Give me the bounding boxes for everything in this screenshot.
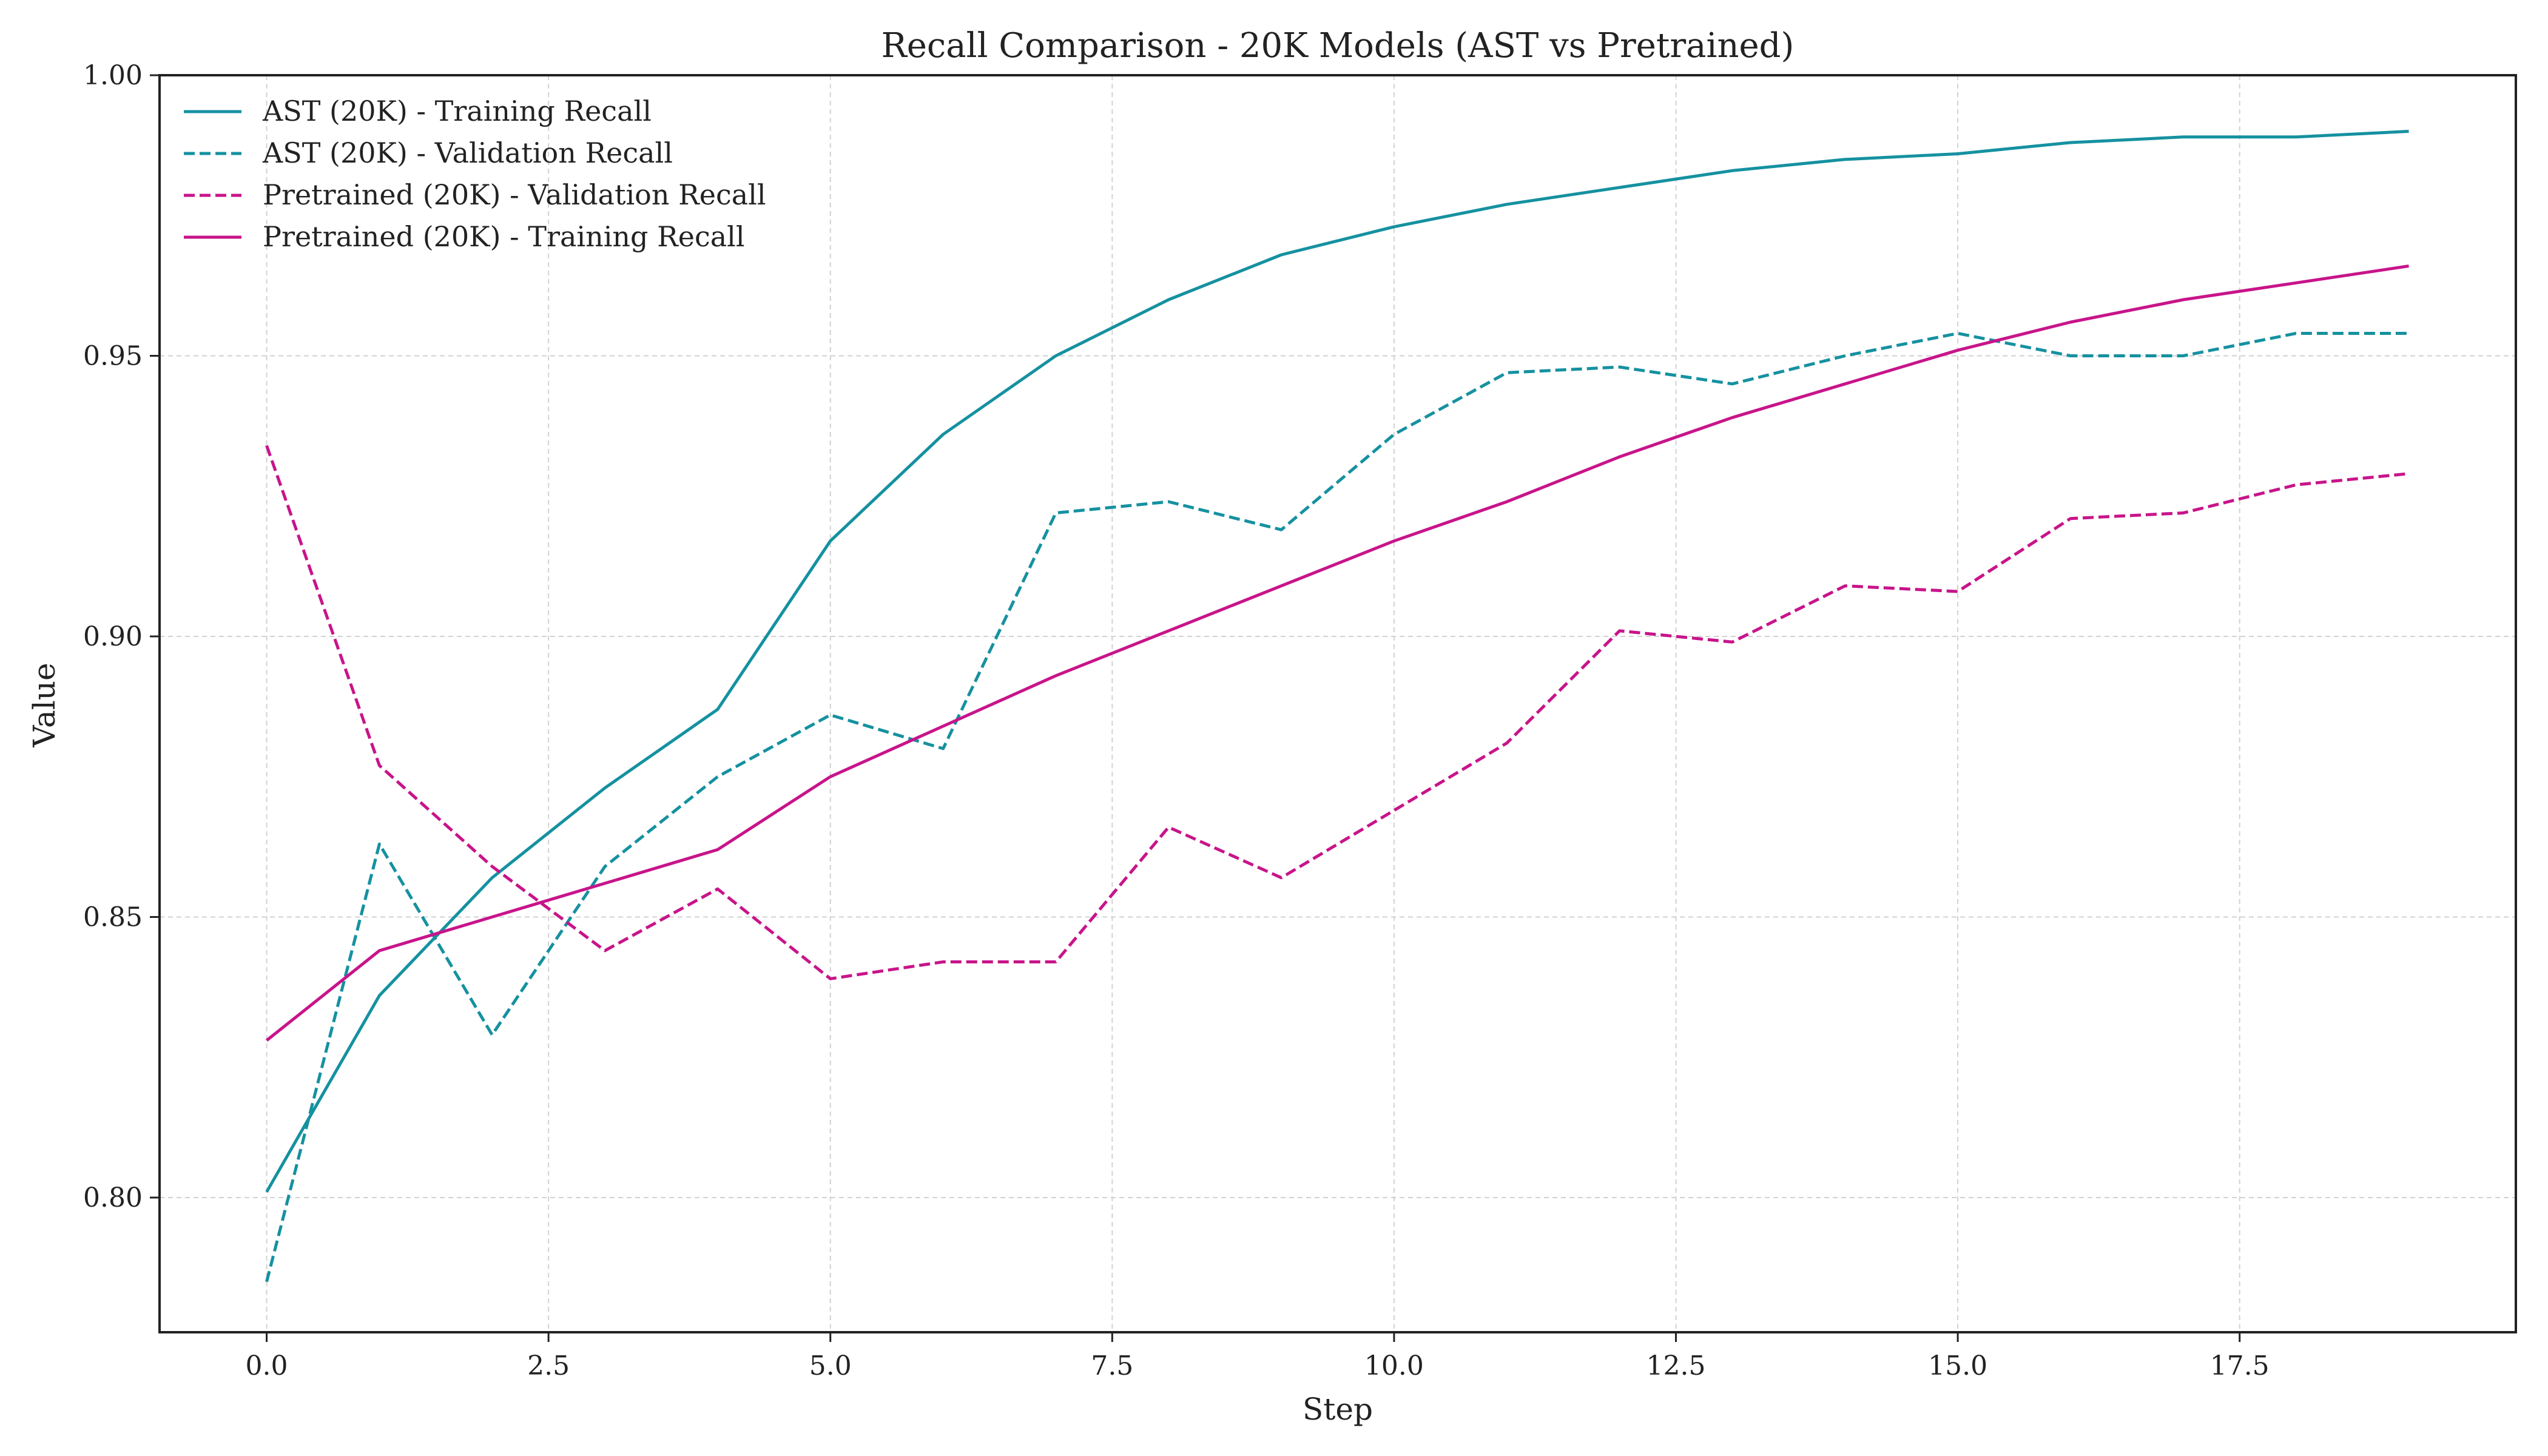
y-tick-label: 0.80 <box>83 1182 143 1213</box>
series-line-1 <box>265 130 2409 1193</box>
x-tick-label: 0.0 <box>246 1350 288 1381</box>
x-tick-label: 15.0 <box>1928 1350 1987 1381</box>
series-lines <box>265 130 2409 1282</box>
y-tick-label: 1.00 <box>83 60 143 91</box>
legend-label: Pretrained (20K) - Training Recall <box>263 220 745 253</box>
y-tick-label: 0.90 <box>83 621 143 652</box>
series-line-2 <box>265 332 2409 1282</box>
x-tick-label: 12.5 <box>1646 1350 1706 1381</box>
x-tick-label: 17.5 <box>2210 1350 2270 1381</box>
series-line-3 <box>265 445 2409 980</box>
legend-label: Pretrained (20K) - Validation Recall <box>263 178 766 211</box>
y-axis-label: Value <box>27 662 62 747</box>
legend: AST (20K) - Training Recall AST (20K) - V… <box>184 95 766 253</box>
axis-ticks: 0.0 2.5 5.0 7.5 10.0 12.5 15.0 17.5 0.80 0.85 0.90… <box>83 60 2270 1381</box>
plot-frame <box>158 74 2517 1333</box>
x-tick-label: 10.0 <box>1364 1350 1424 1381</box>
chart-title: Recall Comparison - 20K Models (AST vs P… <box>881 26 1795 66</box>
y-tick-label: 0.85 <box>83 902 143 933</box>
y-tick-label: 0.95 <box>83 341 143 372</box>
x-tick-label: 7.5 <box>1091 1350 1133 1381</box>
x-axis-label: Step <box>1303 1392 1373 1427</box>
legend-label: AST (20K) - Training Recall <box>262 95 652 127</box>
series-line-4 <box>265 265 2409 1042</box>
x-tick-label: 5.0 <box>809 1350 852 1381</box>
legend-label: AST (20K) - Validation Recall <box>262 136 673 169</box>
x-tick-label: 2.5 <box>527 1350 570 1381</box>
